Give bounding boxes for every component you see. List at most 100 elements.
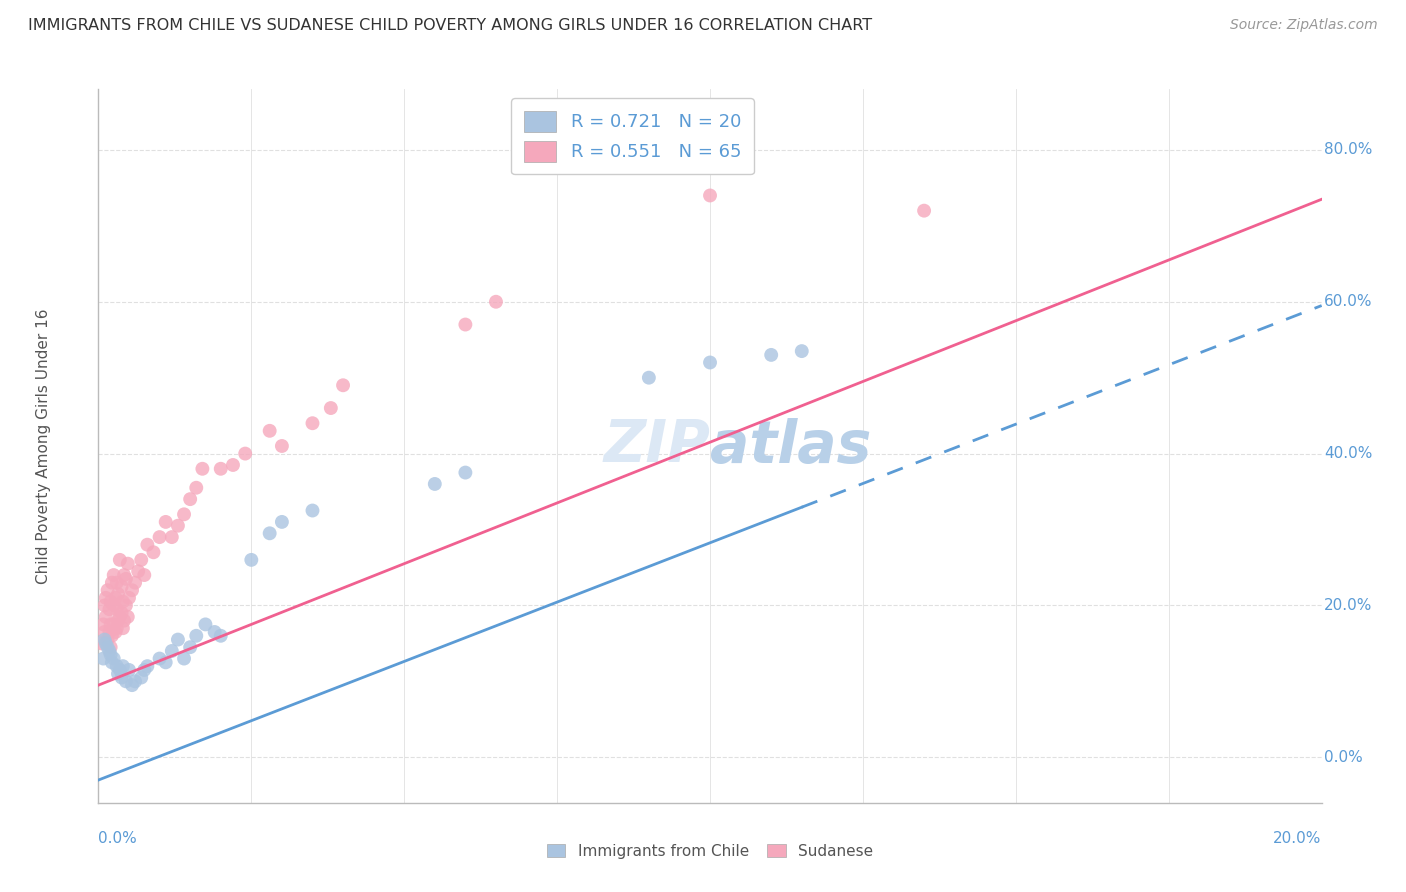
Point	[149, 530, 172, 544]
Point	[136, 659, 159, 673]
Point	[912, 203, 935, 218]
Point	[93, 632, 115, 647]
Point	[97, 640, 120, 655]
Point	[118, 663, 141, 677]
Legend: Immigrants from Chile, Sudanese: Immigrants from Chile, Sudanese	[540, 836, 880, 866]
Point	[112, 614, 135, 628]
Point	[173, 508, 195, 522]
Point	[186, 629, 208, 643]
Point	[485, 294, 508, 309]
Point	[186, 481, 208, 495]
Point	[790, 344, 813, 359]
Point	[105, 621, 128, 635]
Point	[121, 583, 143, 598]
Point	[101, 575, 124, 590]
Point	[194, 617, 217, 632]
Point	[259, 526, 281, 541]
Point	[179, 640, 201, 655]
Point	[97, 632, 120, 647]
Point	[115, 599, 138, 613]
Point	[160, 530, 183, 544]
Point	[103, 651, 125, 665]
Point	[105, 575, 128, 590]
Point	[103, 599, 125, 613]
Point	[98, 625, 121, 640]
Point	[91, 617, 114, 632]
Point	[332, 378, 354, 392]
Point	[117, 609, 139, 624]
Point	[93, 599, 115, 613]
Text: 60.0%: 60.0%	[1324, 294, 1372, 310]
Point	[454, 318, 477, 332]
Point	[100, 648, 122, 662]
Text: Source: ZipAtlas.com: Source: ZipAtlas.com	[1230, 18, 1378, 32]
Point	[94, 636, 117, 650]
Point	[101, 629, 124, 643]
Point	[100, 594, 122, 608]
Point	[112, 568, 135, 582]
Point	[319, 401, 342, 415]
Point	[124, 674, 146, 689]
Point	[233, 447, 256, 461]
Point	[107, 614, 129, 628]
Point	[127, 564, 149, 578]
Point	[301, 503, 323, 517]
Point	[98, 644, 121, 658]
Point	[107, 666, 129, 681]
Point	[104, 591, 127, 605]
Point	[270, 515, 292, 529]
Point	[129, 553, 152, 567]
Text: 40.0%: 40.0%	[1324, 446, 1372, 461]
Point	[101, 656, 124, 670]
Text: 0.0%: 0.0%	[1324, 750, 1362, 764]
Point	[209, 629, 232, 643]
Point	[759, 348, 782, 362]
Point	[423, 477, 446, 491]
Point	[90, 636, 112, 650]
Point	[637, 370, 661, 384]
Point	[103, 617, 125, 632]
Point	[173, 651, 195, 665]
Point	[111, 594, 134, 608]
Point	[167, 518, 190, 533]
Point	[117, 557, 139, 571]
Text: atlas: atlas	[710, 417, 872, 475]
Point	[134, 568, 156, 582]
Point	[124, 575, 146, 590]
Point	[454, 466, 477, 480]
Point	[100, 617, 122, 632]
Point	[97, 583, 120, 598]
Point	[108, 663, 131, 677]
Point	[100, 640, 122, 655]
Point	[111, 671, 134, 685]
Point	[222, 458, 245, 472]
Point	[115, 572, 138, 586]
Text: 80.0%: 80.0%	[1324, 143, 1372, 157]
Point	[160, 644, 183, 658]
Point	[111, 606, 134, 620]
Point	[240, 553, 263, 567]
Point	[699, 188, 721, 202]
Point	[134, 663, 156, 677]
Point	[111, 621, 134, 635]
Point	[104, 625, 127, 640]
Point	[155, 515, 177, 529]
Point	[149, 651, 172, 665]
Point	[129, 671, 152, 685]
Point	[108, 553, 131, 567]
Point	[103, 568, 125, 582]
Point	[167, 632, 190, 647]
Point	[301, 416, 323, 430]
Point	[105, 659, 128, 673]
Point	[105, 602, 128, 616]
Point	[136, 538, 159, 552]
Text: 20.0%: 20.0%	[1324, 598, 1372, 613]
Point	[118, 591, 141, 605]
Point	[142, 545, 165, 559]
Point	[204, 625, 226, 640]
Point	[98, 602, 121, 616]
Point	[179, 492, 201, 507]
Point	[699, 355, 721, 369]
Point	[91, 651, 114, 665]
Text: Child Poverty Among Girls Under 16: Child Poverty Among Girls Under 16	[37, 309, 51, 583]
